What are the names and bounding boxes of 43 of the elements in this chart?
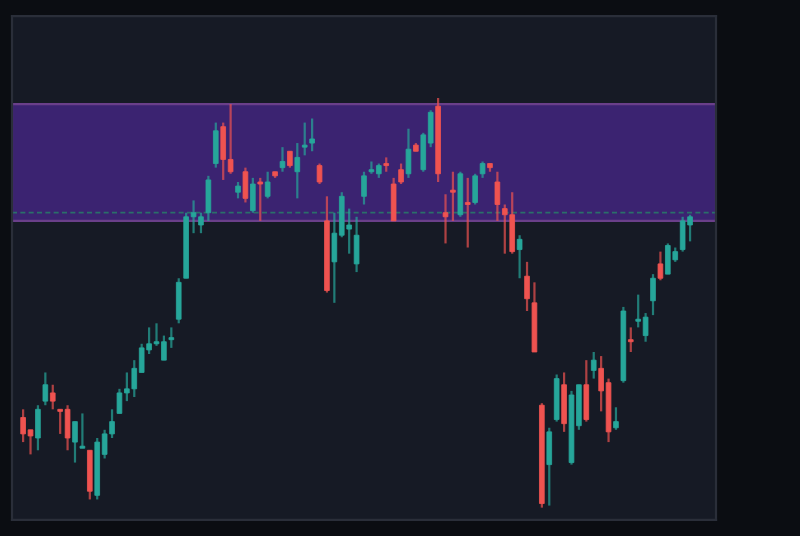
candlestick [87,449,93,501]
candlestick [405,127,412,179]
candlestick [509,191,515,255]
candlestick [450,170,456,222]
candlestick [49,383,56,411]
candlestick [353,215,360,274]
candlestick [627,326,634,354]
candlestick [279,146,286,173]
candlestick [227,103,234,175]
candlestick [213,121,219,169]
candlestick [368,160,375,175]
candlestick [301,121,308,157]
candlestick [613,406,619,431]
candlestick [650,273,656,317]
candlestick [494,170,501,222]
candlestick [250,176,256,214]
candlestick [64,404,71,452]
candlestick [516,234,523,280]
candlestick [635,293,641,329]
candlestick [316,162,323,186]
candlestick [553,373,560,423]
candlestick [257,176,264,222]
candlestick [665,242,671,276]
candlestick [583,359,590,423]
candlestick [264,170,271,200]
candlestick [561,371,567,433]
candlestick [242,166,249,204]
candlestick [546,426,553,507]
candlestick [72,420,78,464]
candlestick [464,176,471,249]
candlestick [205,174,212,222]
candlestick [642,311,649,343]
candlestick [35,404,41,452]
candlestick [657,250,664,282]
candlestick [457,170,464,218]
candlestick [42,371,49,407]
candlestick [679,215,686,253]
candlestick [294,141,301,200]
candlestick [361,170,367,206]
candlestick [57,408,63,436]
candlestick [20,408,26,444]
candlestick [590,350,597,380]
candlestick [309,117,315,153]
